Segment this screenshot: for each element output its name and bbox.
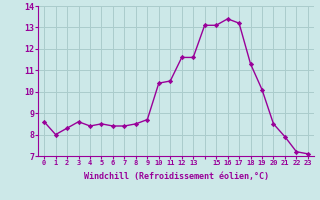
X-axis label: Windchill (Refroidissement éolien,°C): Windchill (Refroidissement éolien,°C) [84,172,268,181]
